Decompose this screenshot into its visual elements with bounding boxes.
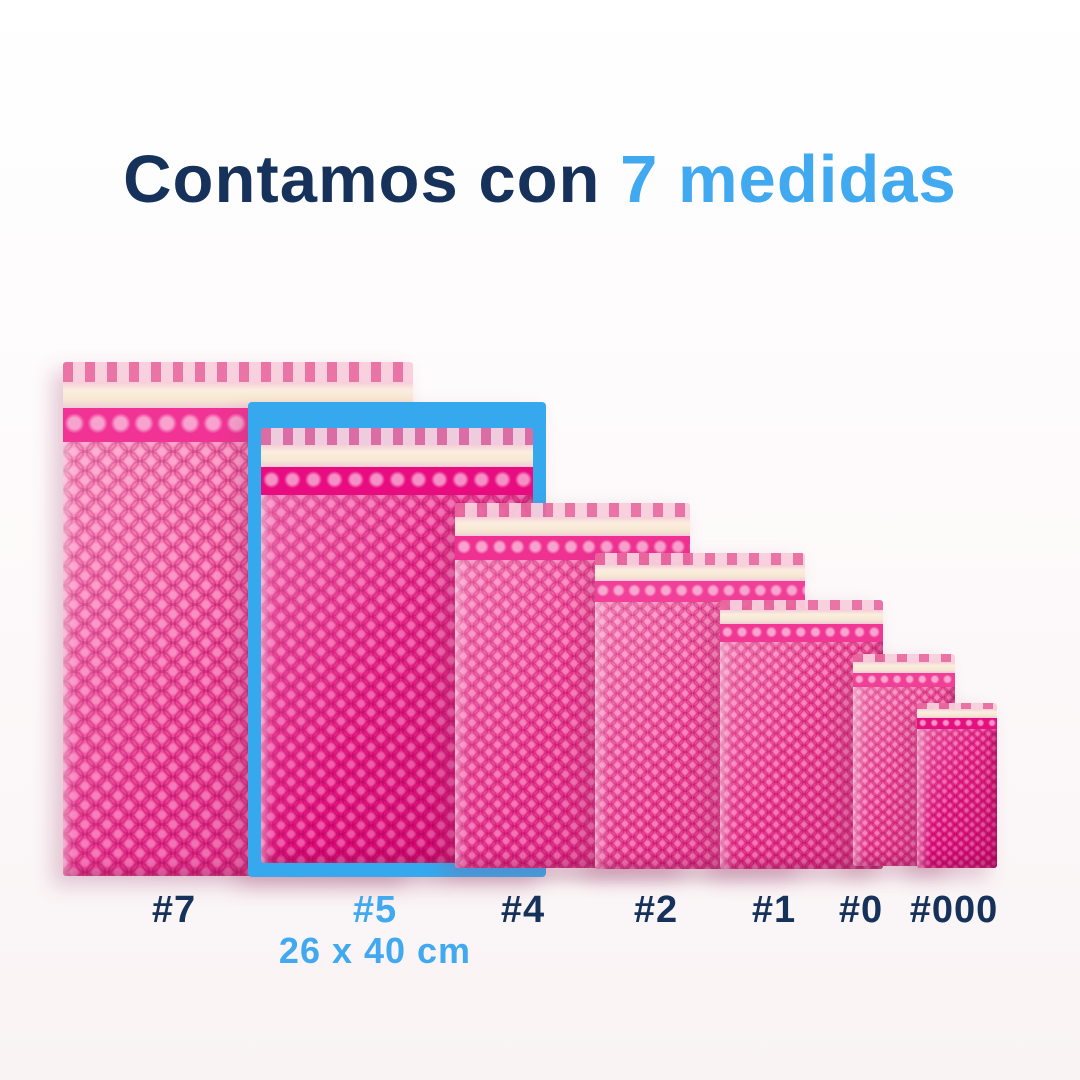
envelope-flap-tape	[63, 362, 413, 382]
envelope-flap-tape	[455, 503, 690, 517]
envelope-bubble-row	[595, 581, 805, 602]
selected-size-highlight-frame	[248, 402, 546, 877]
envelope-adhesive-strip	[455, 516, 690, 536]
envelope-bubble-row	[853, 673, 955, 687]
title-prefix: Contamos con	[123, 141, 601, 217]
envelope-adhesive-strip	[917, 709, 997, 718]
selected-size-dimensions: 26 x 40 cm	[278, 930, 472, 971]
envelope-adhesive-strip	[720, 610, 883, 625]
size-label-1: #1	[751, 889, 797, 931]
envelope-bubble-row	[917, 717, 997, 729]
envelope-flap-tape	[853, 654, 955, 663]
size-label-4: #4	[500, 889, 546, 931]
envelope-adhesive-strip	[261, 444, 533, 468]
title-space	[600, 142, 620, 217]
size-label-7: #7	[151, 889, 197, 931]
envelope-bubble-body	[917, 728, 997, 868]
size-label-5: #5	[352, 889, 398, 931]
page-title: Contamos con 7 medidas	[0, 141, 1080, 217]
envelope-adhesive-strip	[595, 565, 805, 582]
envelope-flap-tape	[595, 553, 805, 565]
envelope-flap-tape	[261, 428, 533, 445]
size-label-2: #2	[633, 889, 679, 931]
envelope-size-000	[917, 703, 997, 868]
size-label-0: #0	[838, 889, 884, 931]
size-label-000: #000	[909, 889, 999, 931]
envelope-bubble-row	[720, 624, 883, 642]
envelope-flap-tape	[720, 600, 883, 611]
title-highlight: 7 medidas	[620, 141, 957, 217]
envelope-adhesive-strip	[853, 662, 955, 674]
envelope-bubble-row	[261, 467, 533, 496]
envelope-flap-tape	[917, 703, 997, 710]
